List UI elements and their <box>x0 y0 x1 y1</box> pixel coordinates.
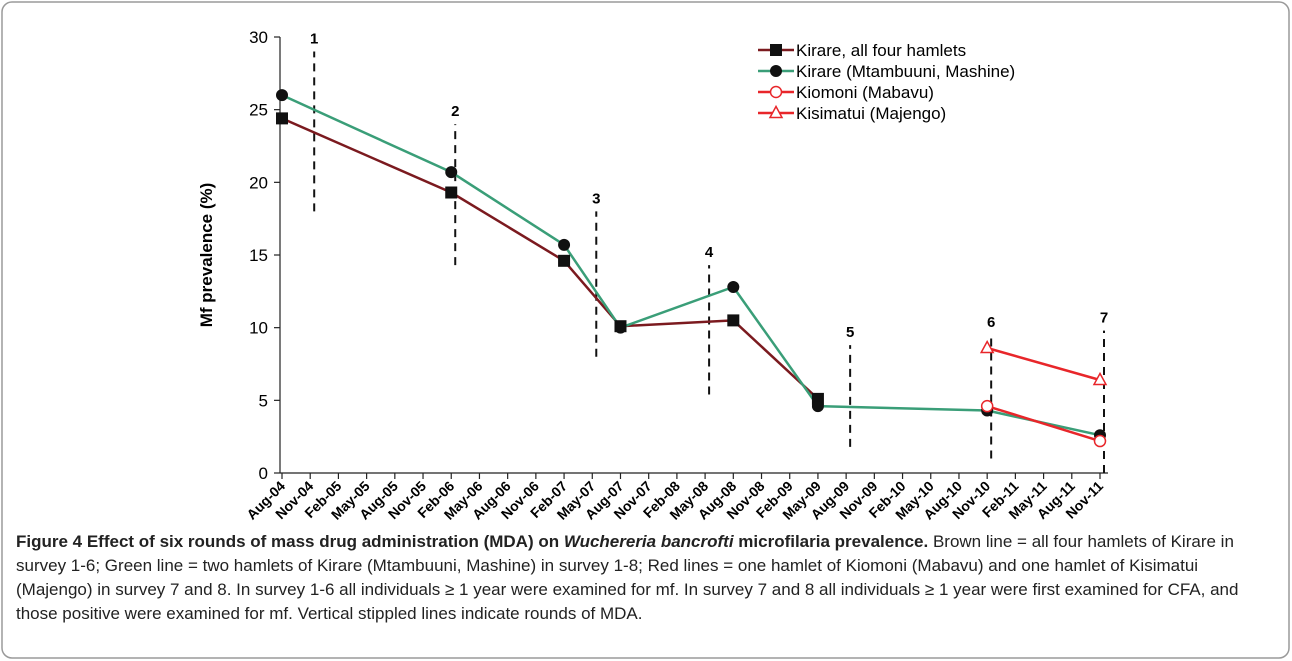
caption: Figure 4 Effect of six rounds of mass dr… <box>16 530 1278 626</box>
series-line <box>281 93 1101 437</box>
y-tick-label: 5 <box>259 391 268 410</box>
mda-round-label: 6 <box>987 314 995 331</box>
legend-label: Kirare, all four hamlets <box>796 41 966 60</box>
data-point <box>980 399 994 413</box>
mda-round-label: 4 <box>705 244 714 261</box>
y-tick-label: 20 <box>249 173 268 192</box>
caption-title: Figure 4 Effect of six rounds of mass dr… <box>16 532 928 551</box>
series-line <box>281 117 819 400</box>
data-point <box>558 238 571 251</box>
data-point <box>445 186 458 199</box>
legend-marker <box>768 104 784 119</box>
mda-round-label: 3 <box>592 190 600 207</box>
y-tick-label: 0 <box>259 464 268 483</box>
legend-label: Kirare (Mtambuuni, Mashine) <box>796 62 1015 81</box>
data-point <box>811 400 824 413</box>
data-point <box>979 339 995 354</box>
mda-round-label: 2 <box>451 103 459 120</box>
legend-label: Kisimatui (Majengo) <box>796 104 946 123</box>
legend-label: Kiomoni (Mabavu) <box>796 83 934 102</box>
y-tick-label: 10 <box>249 319 268 338</box>
y-axis-label: Mf prevalence (%) <box>197 183 216 328</box>
data-point <box>445 166 458 179</box>
mda-round-label: 5 <box>846 324 854 341</box>
caption-title-part: microfilaria prevalence. <box>733 532 929 551</box>
caption-title-part: Figure 4 Effect of six rounds of mass dr… <box>16 532 564 551</box>
y-tick-label: 25 <box>249 101 268 120</box>
data-point <box>727 314 740 327</box>
y-tick-label: 30 <box>249 28 268 47</box>
data-point <box>276 89 288 102</box>
legend-marker <box>770 65 782 77</box>
mda-round-label: 1 <box>310 31 318 48</box>
series-line <box>986 346 1101 382</box>
mda-round-label: 7 <box>1100 310 1108 327</box>
legend-marker <box>769 85 783 99</box>
y-tick-label: 15 <box>249 246 268 265</box>
data-point <box>276 112 288 125</box>
legend-marker <box>770 44 782 56</box>
series-line <box>986 404 1101 443</box>
data-point <box>558 254 571 267</box>
data-point <box>727 280 740 293</box>
caption-title-italic: Wuchereria bancrofti <box>563 532 734 551</box>
data-point <box>614 321 627 334</box>
data-point <box>1092 371 1108 386</box>
caption-text: Brown line = all four hamlets of Kirare … <box>16 532 1239 623</box>
data-point <box>1093 434 1107 448</box>
